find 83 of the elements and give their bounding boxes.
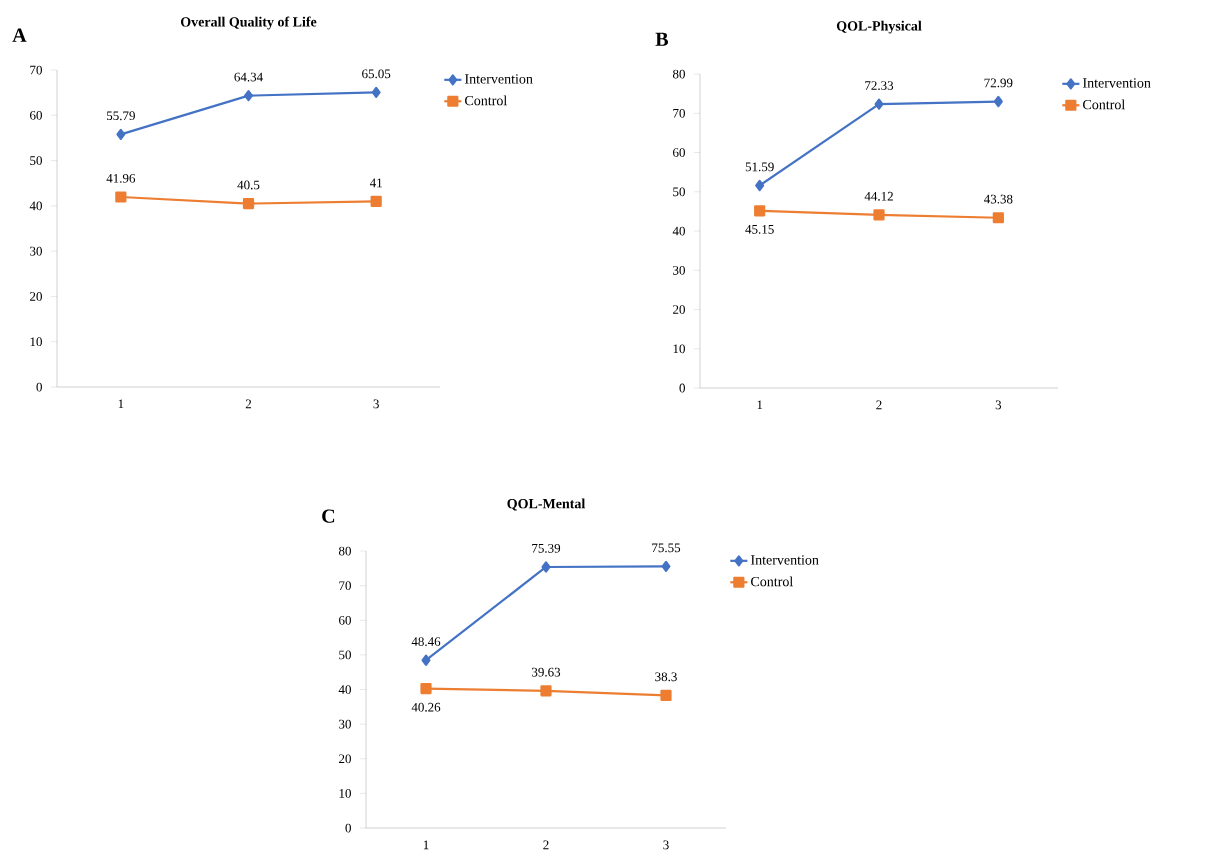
x-tick-label: 1 — [118, 399, 124, 409]
y-tick-label: 20 — [673, 305, 685, 314]
y-tick-label: 60 — [673, 148, 685, 157]
y-tick-label: 40 — [338, 685, 351, 694]
point — [993, 95, 1003, 108]
y-tick-label: 60 — [30, 110, 42, 120]
chart-title: QOL-Mental — [507, 498, 586, 511]
y-tick-label: 10 — [30, 337, 42, 347]
y-tick-label: 50 — [339, 650, 351, 660]
y-tick-label: 0 — [36, 382, 42, 392]
legend-label: Control — [751, 576, 793, 587]
data-label: 64.34 — [234, 72, 263, 82]
data-label: 48.46 — [411, 637, 441, 647]
y-tick-label: 70 — [30, 65, 42, 75]
x-tick-label: 1 — [757, 400, 763, 410]
legend-label: Control — [465, 95, 507, 106]
point — [755, 179, 765, 192]
y-tick-label: 70 — [673, 108, 685, 118]
data-label: 38.3 — [655, 672, 677, 682]
data-label: 39.63 — [532, 667, 561, 677]
y-tick-label: 50 — [30, 156, 42, 165]
x-tick-label: 3 — [373, 399, 379, 409]
data-label: 41.96 — [106, 174, 136, 183]
y-tick-label: 20 — [339, 754, 351, 764]
data-label: 55.79 — [106, 111, 135, 121]
point — [371, 86, 381, 99]
data-label: 40.5 — [237, 180, 260, 190]
legend-label: Intervention — [1082, 78, 1151, 88]
y-tick-label: 0 — [345, 823, 351, 833]
point — [874, 98, 884, 110]
y-tick-label: 60 — [339, 615, 351, 625]
point — [992, 212, 1004, 224]
legend-label: Control — [1083, 99, 1125, 110]
y-tick-label: 30 — [673, 265, 685, 275]
data-label: 72.33 — [865, 81, 894, 90]
y-tick-label: 80 — [338, 546, 351, 556]
point — [370, 195, 382, 207]
data-label: 45.15 — [745, 225, 774, 234]
point — [541, 561, 551, 573]
x-tick-label: 3 — [663, 840, 669, 850]
text: B — [655, 32, 668, 46]
data-label: 40.26 — [411, 702, 441, 712]
legend-label: Intervention — [750, 555, 819, 565]
x-tick-label: 2 — [245, 399, 252, 409]
point — [421, 654, 431, 666]
point — [873, 209, 885, 221]
y-tick-label: 50 — [673, 187, 685, 197]
y-tick-label: 30 — [339, 719, 351, 729]
y-tick-label: 70 — [339, 581, 351, 591]
chart-title: QOL-Physical — [836, 20, 922, 34]
x-tick-label: 2 — [876, 400, 882, 410]
point — [661, 560, 671, 573]
data-label: 75.39 — [532, 543, 561, 553]
y-tick-label: 20 — [30, 292, 42, 301]
y-tick-label: 30 — [30, 246, 42, 256]
point — [116, 128, 126, 140]
y-tick-label: 10 — [673, 344, 685, 354]
y-tick-label: 40 — [672, 226, 685, 236]
x-tick-label: 1 — [423, 840, 429, 850]
text: A — [12, 28, 27, 42]
y-tick-label: 0 — [679, 383, 685, 393]
data-label: 72.99 — [984, 78, 1013, 88]
point — [660, 689, 672, 701]
data-label: 51.59 — [745, 162, 774, 172]
point — [420, 683, 432, 695]
data-label: 75.55 — [652, 543, 681, 553]
point — [115, 191, 127, 203]
x-tick-label: 3 — [995, 400, 1002, 410]
point — [244, 90, 253, 102]
y-tick-label: 80 — [672, 69, 685, 79]
data-label: 65.05 — [362, 69, 391, 79]
point — [754, 205, 766, 217]
data-label: 44.12 — [864, 191, 893, 201]
data-label: 43.38 — [983, 194, 1013, 204]
point — [242, 198, 255, 210]
legend-label: Intervention — [464, 74, 533, 84]
text: C — [322, 509, 335, 523]
chart-title: Overall Quality of Life — [180, 16, 317, 30]
y-tick-label: 40 — [29, 201, 42, 211]
point — [540, 685, 552, 697]
data-label: 41 — [369, 178, 382, 188]
y-tick-label: 10 — [339, 789, 351, 798]
x-tick-label: 2 — [543, 840, 549, 850]
